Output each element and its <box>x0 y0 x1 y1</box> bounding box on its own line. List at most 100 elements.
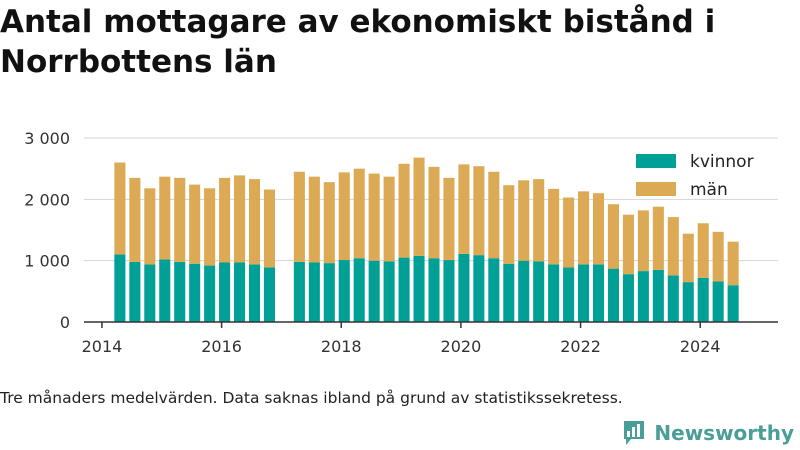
bar-man <box>488 171 500 259</box>
bar-man <box>174 177 186 262</box>
bar-kvinnor <box>622 274 634 322</box>
bar-man <box>323 182 335 264</box>
bar-man <box>473 166 485 256</box>
bar-kvinnor <box>174 261 186 322</box>
bar-kvinnor <box>563 267 575 322</box>
axes: 0 1 000 2 000 3 000 2014 2016 2018 2020 2022 2024 <box>24 129 778 356</box>
bar-kvinnor <box>637 271 649 322</box>
bar-man <box>697 223 709 278</box>
bar-kvinnor <box>578 264 590 322</box>
bar-man <box>129 177 141 262</box>
bar-man <box>144 188 156 265</box>
bar-man <box>563 197 575 268</box>
bar-man <box>592 193 605 265</box>
bar-man <box>293 171 305 262</box>
bar-man <box>263 189 275 268</box>
bar-man <box>518 180 530 261</box>
bar-kvinnor <box>248 264 261 322</box>
bar-kvinnor <box>293 261 305 322</box>
bar-kvinnor <box>428 258 440 322</box>
bar-man <box>607 204 620 269</box>
bar-man <box>413 157 425 256</box>
legend-swatch-kvinnor <box>636 154 676 168</box>
bar-kvinnor <box>503 263 515 322</box>
bar-kvinnor <box>413 255 425 322</box>
bar-man <box>204 188 216 266</box>
bar-man <box>548 188 560 265</box>
bar-kvinnor <box>473 255 485 322</box>
x-tick-label: 2016 <box>201 337 242 356</box>
bar-kvinnor <box>533 261 545 322</box>
bar-kvinnor <box>607 268 620 322</box>
bar-kvinnor <box>652 269 664 322</box>
y-tick-label: 3 000 <box>24 129 70 148</box>
bar-man <box>458 164 470 254</box>
bar-kvinnor <box>159 259 171 322</box>
y-tick-label: 0 <box>60 313 70 332</box>
x-tick-label: 2014 <box>82 337 123 356</box>
chart-title: Antal mottagare av ekonomiskt bistånd i … <box>0 4 716 80</box>
bar-man <box>578 191 590 265</box>
bar-man <box>428 166 440 259</box>
bar-kvinnor <box>518 260 530 322</box>
bar-kvinnor <box>368 260 380 322</box>
legend-label-kvinnor: kvinnor <box>690 152 754 172</box>
newsworthy-logo-icon <box>624 421 645 445</box>
y-tick-label: 2 000 <box>24 190 70 209</box>
bars <box>114 157 739 322</box>
bar-man <box>338 172 350 261</box>
bar-man <box>383 176 395 262</box>
brand-name: Newsworthy <box>654 421 794 445</box>
bar-kvinnor <box>323 263 335 322</box>
bar-man <box>727 241 739 286</box>
bar-man <box>682 233 694 283</box>
bar-kvinnor <box>353 258 365 322</box>
bar-man <box>248 179 261 265</box>
bar-kvinnor <box>443 260 455 322</box>
bar-man <box>159 176 171 260</box>
bar-man <box>622 214 634 275</box>
bar-man <box>114 162 126 255</box>
bar-kvinnor <box>727 285 739 322</box>
bar-kvinnor <box>548 264 560 322</box>
y-tick-label: 1 000 <box>24 252 70 271</box>
bar-man <box>234 175 246 263</box>
bar-kvinnor <box>488 258 500 322</box>
bar-kvinnor <box>114 254 126 322</box>
bar-kvinnor <box>144 264 156 322</box>
brand-logo: Newsworthy <box>622 420 794 446</box>
stacked-bar-chart: 0 1 000 2 000 3 000 2014 2016 2018 2020 2022 2024… <box>24 129 778 356</box>
bar-kvinnor <box>592 264 605 322</box>
x-tick-label: 2018 <box>321 337 362 356</box>
bar-kvinnor <box>398 257 410 322</box>
bar-kvinnor <box>338 260 350 322</box>
bar-kvinnor <box>712 281 724 322</box>
legend: kvinnor män <box>636 152 754 200</box>
x-tick-label: 2024 <box>680 337 721 356</box>
bar-kvinnor <box>458 253 470 322</box>
bar-kvinnor <box>234 262 246 322</box>
bar-kvinnor <box>189 263 201 322</box>
bar-man <box>353 168 365 259</box>
bar-kvinnor <box>263 267 275 322</box>
bar-man <box>368 173 380 261</box>
bar-kvinnor <box>308 262 320 322</box>
bar-man <box>503 185 515 264</box>
bar-man <box>712 231 724 282</box>
bar-kvinnor <box>204 265 216 322</box>
bar-man <box>637 210 649 272</box>
chart-caption: Tre månaders medelvärden. Data saknas ib… <box>0 389 623 407</box>
bar-man <box>219 177 231 263</box>
bar-man <box>443 177 455 261</box>
x-tick-label: 2020 <box>441 337 482 356</box>
x-tick-label: 2022 <box>560 337 601 356</box>
bar-kvinnor <box>383 261 395 322</box>
bar-kvinnor <box>697 277 709 322</box>
bar-man <box>189 184 201 264</box>
bar-man <box>398 163 410 258</box>
bar-kvinnor <box>667 275 679 322</box>
bar-man <box>533 179 545 262</box>
legend-label-man: män <box>690 180 728 200</box>
bar-man <box>667 217 679 276</box>
bar-man <box>308 176 320 263</box>
